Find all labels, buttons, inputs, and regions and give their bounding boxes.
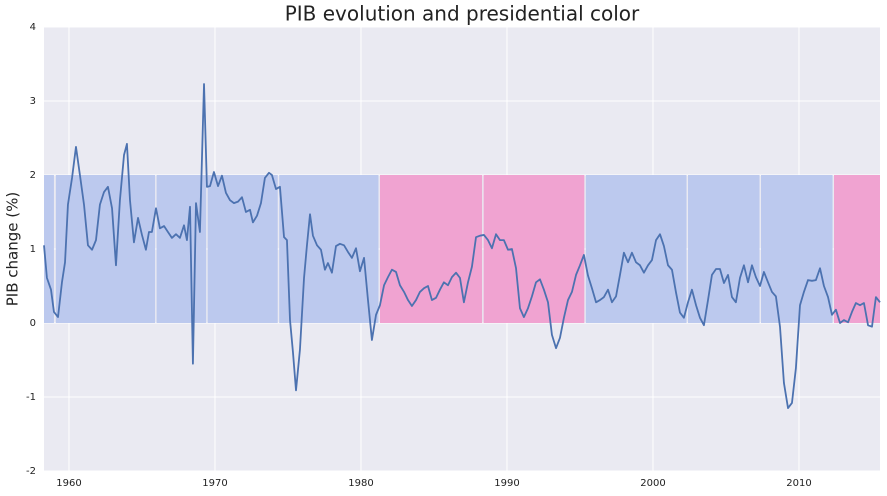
y-tick-label: 2 — [30, 170, 36, 181]
data-line — [43, 83, 881, 409]
term-span — [44, 175, 54, 323]
term-span — [834, 175, 880, 323]
term-span — [483, 175, 585, 323]
x-tick-label: 2010 — [786, 478, 811, 489]
term-span — [761, 175, 833, 323]
x-tick-label: 1990 — [494, 478, 519, 489]
y-tick-label: 3 — [30, 96, 36, 107]
y-axis-label: PIB change (%) — [4, 192, 22, 306]
term-span — [688, 175, 760, 323]
term-span — [55, 175, 156, 323]
term-span — [585, 175, 687, 323]
y-tick-label: 0 — [30, 318, 36, 329]
term-span — [156, 175, 207, 323]
x-tick-label: 2000 — [640, 478, 665, 489]
x-tick-label: 1980 — [348, 478, 373, 489]
chart-title: PIB evolution and presidential color — [285, 2, 640, 26]
x-tick-label: 1960 — [56, 478, 81, 489]
term-span — [379, 175, 483, 323]
y-tick-label: -2 — [26, 466, 36, 477]
y-tick-label: 1 — [30, 244, 36, 255]
y-tick-label: -1 — [26, 392, 36, 403]
term-span — [279, 175, 379, 323]
x-tick-label: 1970 — [202, 478, 227, 489]
y-tick-label: 4 — [30, 22, 36, 33]
